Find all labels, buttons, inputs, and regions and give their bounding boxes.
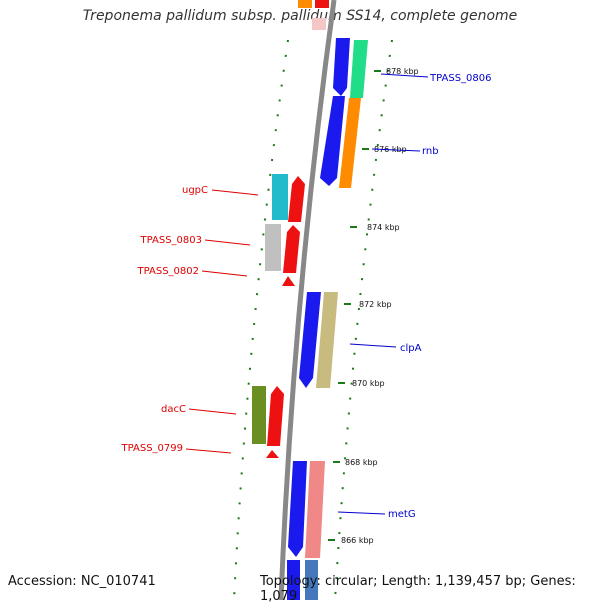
gene-tpass-0803: [265, 224, 300, 273]
scale-tick-label: 870 kbp: [352, 379, 385, 388]
gene-label-clpA[interactable]: clpA: [400, 343, 422, 354]
gene-rnb: [320, 96, 361, 188]
gene-label-leader: [201, 270, 248, 277]
gene-label-leader: [380, 73, 429, 78]
scale-tick-label: 868 kbp: [345, 458, 378, 467]
gene-label-leader: [349, 343, 397, 348]
gene-label-tpass-0806[interactable]: TPASS_0806: [429, 73, 491, 84]
gene-label-leader: [371, 148, 421, 152]
gene-dacC: [252, 386, 284, 446]
gene-label-leader: [211, 189, 259, 196]
gene-label-ugpC[interactable]: ugpC: [182, 185, 208, 196]
inner-scale-ring: [233, 39, 289, 600]
gene-label-dacC[interactable]: dacC: [161, 404, 186, 415]
scale-tick-label: 872 kbp: [359, 300, 392, 309]
gene-label-rnb[interactable]: rnb: [422, 146, 439, 157]
gene-label-leader: [188, 408, 237, 415]
gene-label-metG[interactable]: metG: [388, 509, 416, 520]
gene-tpass-0802: [282, 276, 295, 286]
gene-label-leader: [337, 511, 386, 515]
scale-tick-label: 874 kbp: [367, 223, 400, 232]
genome-backbone: [278, 0, 337, 600]
gene-metG: [287, 461, 325, 600]
gene-top-red: [315, 0, 329, 8]
gene-label-leader: [185, 448, 232, 454]
gene-top-orange: [298, 0, 312, 8]
gene-label-tpass-0803[interactable]: TPASS_0803: [140, 235, 202, 246]
gene-ugpC: [272, 174, 305, 222]
gene-top-pink: [312, 18, 326, 30]
gene-tpass-0799: [266, 450, 279, 458]
gene-tpass-0806: [333, 38, 368, 98]
gene-label-tpass-0802[interactable]: TPASS_0802: [137, 266, 199, 277]
gene-label-leader: [204, 239, 251, 246]
scale-tick-label: 866 kbp: [341, 536, 374, 545]
gene-clpA: [299, 292, 338, 388]
map-title: Treponema pallidum subsp. pallidum SS14,…: [82, 8, 518, 24]
accession-text: Accession: NC_010741: [8, 574, 156, 589]
scale-tick-label: 878 kbp: [386, 67, 419, 76]
outer-scale-ring: [334, 39, 393, 600]
gene-label-tpass-0799[interactable]: TPASS_0799: [121, 443, 183, 454]
